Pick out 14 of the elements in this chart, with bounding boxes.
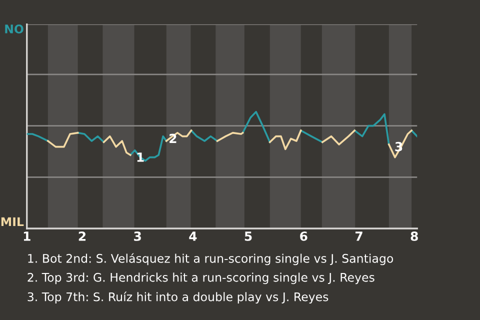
x-tick-label: 4 [189, 232, 197, 241]
x-tick-label: 7 [355, 232, 362, 241]
text: 3. Top 7th: S. Ruíz hit into a double play vs J. Reyes [28, 292, 328, 304]
text: 1. Bot 2nd: S. Velásquez hit a run-scoring single vs J. Santiago [28, 253, 394, 266]
x-tick-label: 3 [134, 231, 141, 241]
x-tick-label: 5 [244, 232, 252, 241]
x-tick-label: 8 [410, 231, 418, 241]
text: NO [5, 24, 24, 34]
x-tick-label: 2 [78, 231, 86, 241]
annotation: 2 [170, 134, 176, 144]
text: 2. Top 3rd: G. Hendricks hit a run-scoring single vs J. Reyes [28, 272, 374, 284]
text: MIL [1, 217, 24, 226]
x-tick-label: 6 [300, 231, 308, 241]
x-tick-label: 1 [24, 232, 30, 241]
